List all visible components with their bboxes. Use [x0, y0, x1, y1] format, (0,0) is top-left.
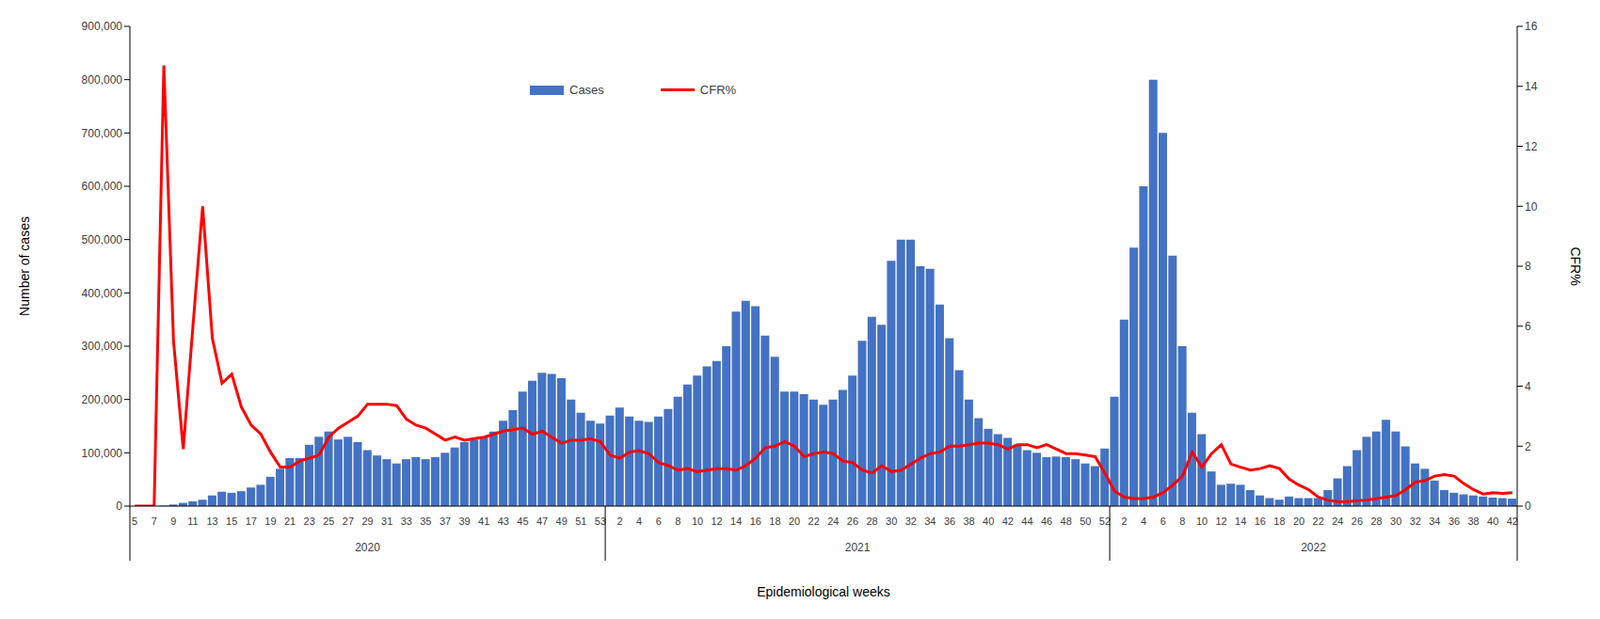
- svg-text:31: 31: [381, 515, 393, 528]
- svg-text:36: 36: [944, 515, 956, 528]
- svg-text:36: 36: [1448, 515, 1460, 528]
- svg-text:45: 45: [516, 515, 528, 528]
- svg-text:600,000: 600,000: [81, 179, 124, 193]
- svg-text:30: 30: [885, 515, 897, 528]
- svg-text:400,000: 400,000: [81, 287, 124, 301]
- svg-text:800,000: 800,000: [81, 73, 124, 87]
- svg-text:37: 37: [439, 515, 451, 528]
- svg-text:28: 28: [1370, 515, 1382, 528]
- svg-text:10: 10: [691, 515, 704, 528]
- svg-text:44: 44: [1021, 515, 1033, 528]
- svg-text:22: 22: [1312, 515, 1325, 528]
- svg-text:6: 6: [656, 515, 662, 528]
- html-text:Cases: Cases: [569, 82, 605, 97]
- svg-text:900,000: 900,000: [81, 19, 124, 33]
- svg-text:8: 8: [674, 515, 681, 528]
- svg-text:16: 16: [1254, 515, 1266, 528]
- svg-text:46: 46: [1040, 515, 1053, 528]
- svg-text:9: 9: [170, 515, 176, 528]
- html-text:CFR%: CFR%: [700, 82, 737, 97]
- svg-text:8: 8: [1179, 515, 1185, 528]
- svg-text:34: 34: [924, 515, 936, 528]
- svg-text:24: 24: [827, 515, 839, 528]
- svg-text:Number of cases: Number of cases: [16, 216, 32, 317]
- svg-text:15: 15: [225, 515, 238, 528]
- svg-text:10: 10: [1196, 515, 1208, 528]
- svg-text:14: 14: [1524, 80, 1538, 94]
- svg-text:Epidemiological weeks: Epidemiological weeks: [756, 584, 891, 600]
- svg-text:49: 49: [556, 515, 568, 528]
- svg-text:14: 14: [1234, 515, 1247, 528]
- svg-text:38: 38: [962, 515, 975, 528]
- svg-text:0: 0: [115, 499, 123, 513]
- svg-text:42: 42: [1506, 515, 1519, 528]
- svg-text:47: 47: [536, 515, 548, 528]
- svg-text:20: 20: [1293, 515, 1305, 528]
- svg-text:12: 12: [1524, 140, 1538, 154]
- svg-text:48: 48: [1060, 515, 1072, 528]
- svg-text:500,000: 500,000: [81, 233, 124, 247]
- svg-text:24: 24: [1331, 515, 1344, 528]
- svg-text:11: 11: [187, 515, 198, 528]
- svg-text:26: 26: [847, 515, 859, 528]
- svg-text:CFR%: CFR%: [1568, 246, 1584, 286]
- svg-text:26: 26: [1351, 515, 1363, 528]
- svg-text:32: 32: [1409, 515, 1422, 528]
- svg-text:8: 8: [1524, 259, 1532, 273]
- svg-text:19: 19: [264, 515, 276, 528]
- svg-text:40: 40: [1487, 515, 1499, 528]
- svg-text:6: 6: [1524, 320, 1532, 334]
- svg-text:40: 40: [982, 515, 994, 528]
- svg-text:50: 50: [1079, 515, 1091, 528]
- svg-text:12: 12: [710, 515, 722, 528]
- svg-text:4: 4: [1140, 515, 1147, 528]
- svg-text:52: 52: [1099, 515, 1111, 528]
- svg-text:2020: 2020: [354, 541, 381, 555]
- svg-text:25: 25: [322, 515, 335, 528]
- svg-text:0: 0: [1524, 499, 1532, 513]
- svg-text:6: 6: [1160, 515, 1167, 528]
- svg-text:35: 35: [419, 515, 432, 528]
- svg-text:2: 2: [616, 515, 623, 528]
- svg-text:41: 41: [478, 515, 490, 528]
- svg-text:5: 5: [131, 515, 138, 528]
- svg-text:4: 4: [636, 515, 642, 528]
- svg-text:53: 53: [594, 515, 607, 528]
- svg-text:2021: 2021: [845, 541, 871, 555]
- svg-text:100,000: 100,000: [81, 447, 124, 461]
- svg-text:27: 27: [342, 515, 354, 528]
- svg-text:30: 30: [1390, 515, 1402, 528]
- svg-text:20: 20: [788, 515, 800, 528]
- svg-text:34: 34: [1428, 515, 1440, 528]
- svg-text:7: 7: [151, 515, 158, 528]
- svg-text:300,000: 300,000: [81, 339, 124, 353]
- svg-text:16: 16: [1524, 19, 1538, 33]
- svg-text:12: 12: [1215, 515, 1227, 528]
- svg-text:23: 23: [304, 515, 316, 528]
- svg-text:700,000: 700,000: [81, 127, 124, 141]
- svg-text:14: 14: [730, 515, 742, 528]
- svg-text:4: 4: [1524, 380, 1532, 394]
- svg-text:28: 28: [865, 515, 878, 528]
- svg-text:32: 32: [905, 515, 917, 528]
- svg-text:17: 17: [245, 515, 257, 528]
- svg-text:18: 18: [1273, 515, 1285, 528]
- svg-text:18: 18: [768, 515, 781, 528]
- svg-text:43: 43: [497, 515, 510, 528]
- svg-text:33: 33: [400, 515, 413, 528]
- svg-text:21: 21: [284, 515, 296, 528]
- svg-text:51: 51: [575, 515, 587, 528]
- svg-text:2: 2: [1524, 440, 1532, 454]
- svg-text:2022: 2022: [1300, 541, 1327, 555]
- svg-text:38: 38: [1467, 515, 1479, 528]
- svg-text:29: 29: [361, 515, 373, 528]
- svg-text:13: 13: [206, 515, 218, 528]
- svg-text:10: 10: [1524, 200, 1538, 214]
- svg-text:22: 22: [808, 515, 820, 528]
- svg-text:16: 16: [750, 515, 762, 528]
- svg-text:200,000: 200,000: [81, 393, 124, 407]
- svg-text:2: 2: [1120, 515, 1127, 528]
- svg-text:42: 42: [1002, 515, 1014, 528]
- svg-text:39: 39: [458, 515, 470, 528]
